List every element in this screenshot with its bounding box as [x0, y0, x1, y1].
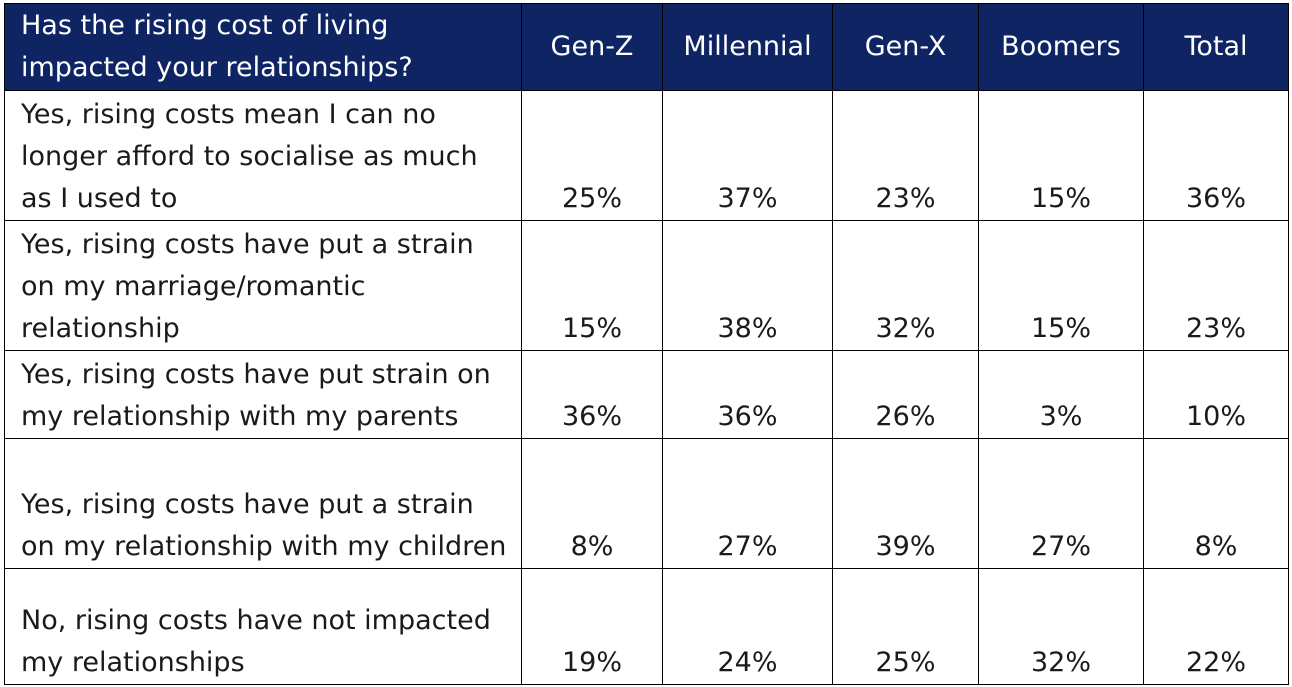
value-cell-gen-x: 39%	[832, 438, 979, 569]
column-header-total: Total	[1143, 3, 1289, 91]
value-cell-millennial: 27%	[662, 438, 833, 569]
value-cell-boomers: 27%	[978, 438, 1144, 569]
value-cell-boomers: 15%	[978, 90, 1144, 221]
value-cell-gen-z: 15%	[521, 220, 663, 351]
column-header-gen-z: Gen-Z	[521, 3, 663, 91]
value-cell-gen-z: 8%	[521, 438, 663, 569]
row-label: Yes, rising costs mean I can no longer a…	[4, 90, 522, 221]
value-cell-total: 36%	[1143, 90, 1289, 221]
value-cell-gen-z: 25%	[521, 90, 663, 221]
column-header-gen-x: Gen-X	[832, 3, 979, 91]
table-row: Yes, rising costs have put strain on my …	[4, 350, 1289, 439]
table-row: Yes, rising costs have put a strain on m…	[4, 438, 1289, 569]
question-header: Has the rising cost of living impacted y…	[4, 3, 522, 91]
value-cell-gen-x: 32%	[832, 220, 979, 351]
header-row: Has the rising cost of living impacted y…	[4, 3, 1289, 91]
value-cell-millennial: 24%	[662, 568, 833, 685]
column-header-boomers: Boomers	[978, 3, 1144, 91]
table-row: Yes, rising costs mean I can no longer a…	[4, 90, 1289, 221]
value-cell-gen-z: 19%	[521, 568, 663, 685]
value-cell-millennial: 38%	[662, 220, 833, 351]
value-cell-gen-x: 25%	[832, 568, 979, 685]
value-cell-boomers: 32%	[978, 568, 1144, 685]
value-cell-total: 8%	[1143, 438, 1289, 569]
row-label: Yes, rising costs have put strain on my …	[4, 350, 522, 439]
value-cell-total: 10%	[1143, 350, 1289, 439]
value-cell-millennial: 37%	[662, 90, 833, 221]
value-cell-gen-x: 23%	[832, 90, 979, 221]
value-cell-boomers: 3%	[978, 350, 1144, 439]
row-label: Yes, rising costs have put a strain on m…	[4, 438, 522, 569]
value-cell-total: 23%	[1143, 220, 1289, 351]
value-cell-boomers: 15%	[978, 220, 1144, 351]
survey-results-table: Has the rising cost of living impacted y…	[4, 3, 1289, 685]
row-label: No, rising costs have not impacted my re…	[4, 568, 522, 685]
row-label: Yes, rising costs have put a strain on m…	[4, 220, 522, 351]
value-cell-millennial: 36%	[662, 350, 833, 439]
table-row: Yes, rising costs have put a strain on m…	[4, 220, 1289, 351]
value-cell-gen-z: 36%	[521, 350, 663, 439]
column-header-millennial: Millennial	[662, 3, 833, 91]
table-row: No, rising costs have not impacted my re…	[4, 568, 1289, 685]
value-cell-total: 22%	[1143, 568, 1289, 685]
value-cell-gen-x: 26%	[832, 350, 979, 439]
